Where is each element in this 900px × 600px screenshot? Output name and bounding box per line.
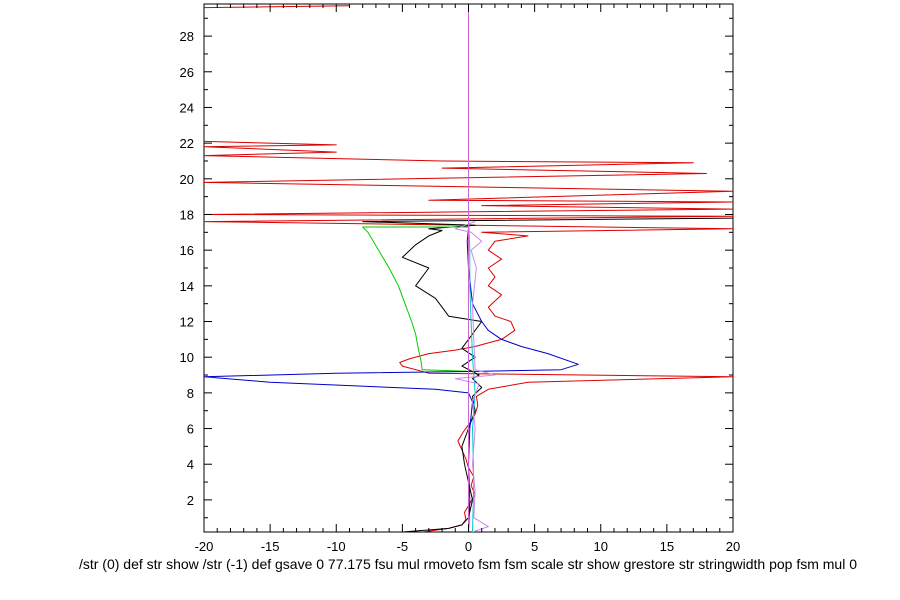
y-tick-label: 22 bbox=[180, 136, 194, 151]
x-tick-label: 15 bbox=[660, 539, 674, 554]
series-line-red-top bbox=[204, 5, 350, 9]
y-tick-label: 26 bbox=[180, 65, 194, 80]
series-layer bbox=[204, 4, 733, 532]
x-tick-label: -20 bbox=[195, 539, 214, 554]
tick-layer bbox=[203, 4, 734, 532]
x-axis-label: /str (0) def str show /str (-1) def gsav… bbox=[79, 556, 857, 572]
y-tick-label: 28 bbox=[180, 29, 194, 44]
x-tick-label: -5 bbox=[397, 539, 409, 554]
y-tick-label: 20 bbox=[180, 172, 194, 187]
x-tick-label: -15 bbox=[261, 539, 280, 554]
series-line-red bbox=[204, 140, 733, 532]
y-tick-label: 4 bbox=[187, 457, 194, 472]
y-tick-label: 6 bbox=[187, 422, 194, 437]
x-tick-label: 0 bbox=[465, 539, 472, 554]
series-line-green bbox=[362, 226, 469, 370]
x-tick-label: 10 bbox=[594, 539, 608, 554]
series-line-black bbox=[362, 217, 733, 532]
y-tick-label: 24 bbox=[180, 100, 194, 115]
x-tick-label: 20 bbox=[726, 539, 740, 554]
x-tick-label: -10 bbox=[327, 539, 346, 554]
y-tick-label: 10 bbox=[180, 350, 194, 365]
y-tick-label: 14 bbox=[180, 279, 194, 294]
label-layer: -20 -15 -10 -5 0 5 10 15 20246810121416182022242… bbox=[180, 29, 741, 554]
y-tick-label: 8 bbox=[187, 386, 194, 401]
y-tick-label: 2 bbox=[187, 493, 194, 508]
series-line-blue bbox=[204, 228, 579, 532]
y-tick-label: 16 bbox=[180, 243, 194, 258]
x-tick-label: 5 bbox=[531, 539, 538, 554]
y-tick-label: 18 bbox=[180, 207, 194, 222]
series-line-violet bbox=[454, 221, 496, 532]
y-tick-label: 12 bbox=[180, 315, 194, 330]
